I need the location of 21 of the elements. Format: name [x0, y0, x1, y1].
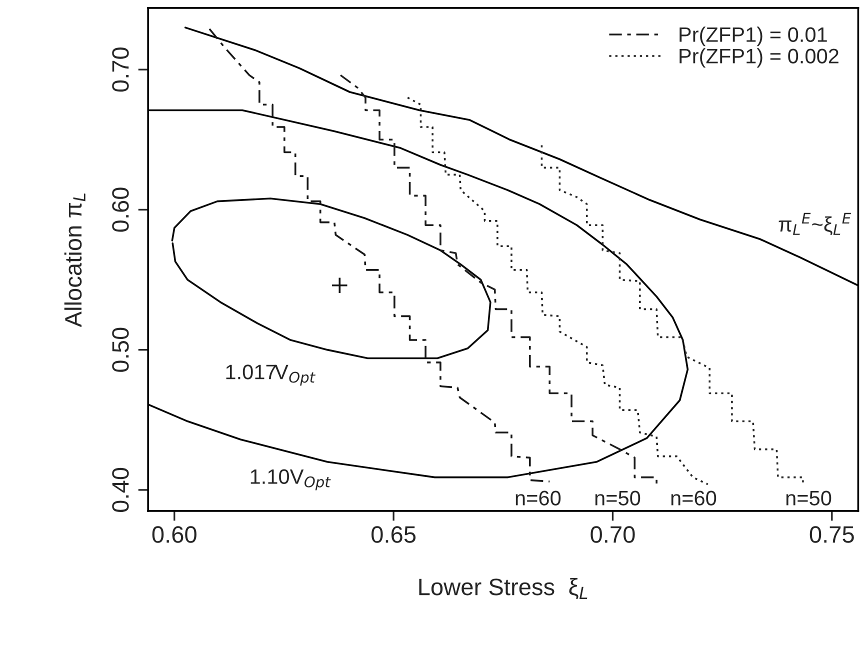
y-tick-label: 0.40 — [112, 468, 129, 512]
y-axis-title: Allocation π$_{L}$ — [64, 194, 86, 328]
line-series — [406, 96, 709, 486]
y-tick-label: 0.50 — [112, 328, 129, 372]
annotation: n=50 — [595, 490, 640, 506]
annotation: n=60 — [671, 490, 716, 506]
annotation: n=50 — [786, 490, 832, 506]
annotation: 1.017V$_{Opt}$ — [226, 364, 316, 386]
x-axis-title: Lower Stress ξ$_{L}$ — [419, 578, 588, 600]
annotation: n=60 — [516, 490, 561, 506]
x-tick-label: 0.75 — [810, 526, 854, 543]
y-tick-label: 0.60 — [112, 188, 129, 232]
x-tick-label: 0.65 — [372, 526, 416, 543]
y-tick-label: 0.70 — [112, 48, 129, 92]
x-tick-label: 0.60 — [152, 526, 196, 543]
annotation: 1.10V$_{Opt}$ — [250, 469, 331, 490]
legend-label: Pr(ZFP1) = 0.002 — [680, 48, 838, 68]
line-series — [340, 74, 658, 486]
x-tick-label: 0.70 — [590, 526, 635, 543]
annotation: π$_{L}$$^{E}$~ξ$_{L}$$^{E}$ — [778, 212, 852, 236]
legend-label: Pr(ZFP1) = 0.01 — [680, 26, 827, 46]
